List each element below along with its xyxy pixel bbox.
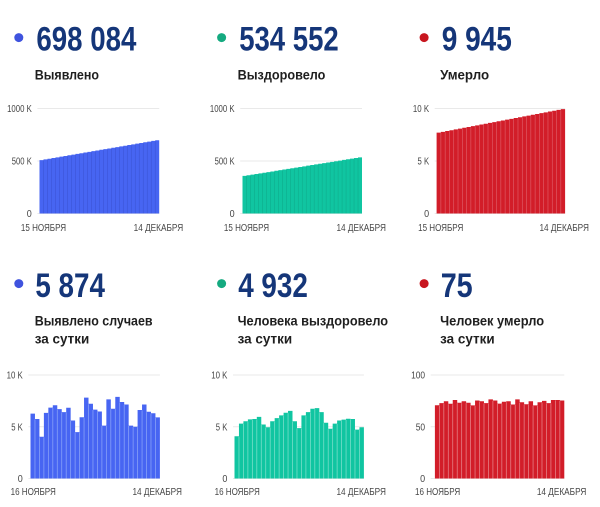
svg-text:5 K: 5 K: [418, 157, 430, 168]
svg-text:Выздоровело: Выздоровело: [238, 68, 326, 83]
svg-text:698 084: 698 084: [36, 21, 137, 59]
svg-text:15 НОЯБРЯ: 15 НОЯБРЯ: [21, 223, 66, 234]
svg-text:14 ДЕКАБРЯ: 14 ДЕКАБРЯ: [134, 223, 184, 234]
svg-text:Умерло: Умерло: [440, 68, 489, 83]
svg-text:14 ДЕКАБРЯ: 14 ДЕКАБРЯ: [537, 487, 587, 498]
svg-text:16 НОЯБРЯ: 16 НОЯБРЯ: [11, 487, 56, 498]
svg-text:500 K: 500 K: [215, 157, 235, 168]
svg-text:100: 100: [411, 371, 425, 382]
svg-text:75: 75: [441, 267, 473, 305]
svg-text:14 ДЕКАБРЯ: 14 ДЕКАБРЯ: [336, 487, 386, 498]
svg-text:Выявлено: Выявлено: [35, 68, 99, 83]
svg-text:16 НОЯБРЯ: 16 НОЯБРЯ: [215, 487, 260, 498]
svg-text:5 K: 5 K: [216, 422, 228, 433]
svg-text:за сутки: за сутки: [440, 331, 495, 346]
svg-text:10 K: 10 K: [7, 371, 23, 382]
svg-text:5 K: 5 K: [11, 422, 23, 433]
svg-text:14 ДЕКАБРЯ: 14 ДЕКАБРЯ: [132, 487, 182, 498]
svg-text:0: 0: [27, 209, 32, 220]
svg-text:Человек умерло: Человек умерло: [440, 314, 544, 329]
svg-text:0: 0: [420, 474, 425, 485]
svg-text:14 ДЕКАБРЯ: 14 ДЕКАБРЯ: [336, 223, 386, 234]
svg-text:0: 0: [222, 474, 227, 485]
svg-text:500 K: 500 K: [12, 157, 32, 168]
svg-text:за сутки: за сутки: [35, 331, 90, 346]
svg-text:9 945: 9 945: [442, 21, 512, 59]
svg-text:50: 50: [416, 422, 426, 433]
svg-text:4 932: 4 932: [238, 267, 308, 305]
svg-text:534 552: 534 552: [239, 21, 339, 59]
svg-text:0: 0: [18, 474, 23, 485]
svg-text:14 ДЕКАБРЯ: 14 ДЕКАБРЯ: [539, 223, 589, 234]
svg-text:1000 K: 1000 K: [7, 104, 32, 115]
svg-text:Выявлено случаев: Выявлено случаев: [35, 314, 153, 329]
svg-text:Человека выздоровело: Человека выздоровело: [238, 314, 389, 329]
svg-text:16 НОЯБРЯ: 16 НОЯБРЯ: [415, 487, 460, 498]
svg-text:10 K: 10 K: [211, 371, 227, 382]
svg-text:0: 0: [424, 209, 429, 220]
svg-text:5 874: 5 874: [35, 267, 105, 305]
svg-text:1000 K: 1000 K: [210, 104, 235, 115]
svg-text:за сутки: за сутки: [238, 331, 293, 346]
svg-text:15 НОЯБРЯ: 15 НОЯБРЯ: [418, 223, 463, 234]
svg-text:15 НОЯБРЯ: 15 НОЯБРЯ: [224, 223, 269, 234]
svg-text:10 K: 10 K: [413, 104, 429, 115]
svg-text:0: 0: [230, 209, 235, 220]
